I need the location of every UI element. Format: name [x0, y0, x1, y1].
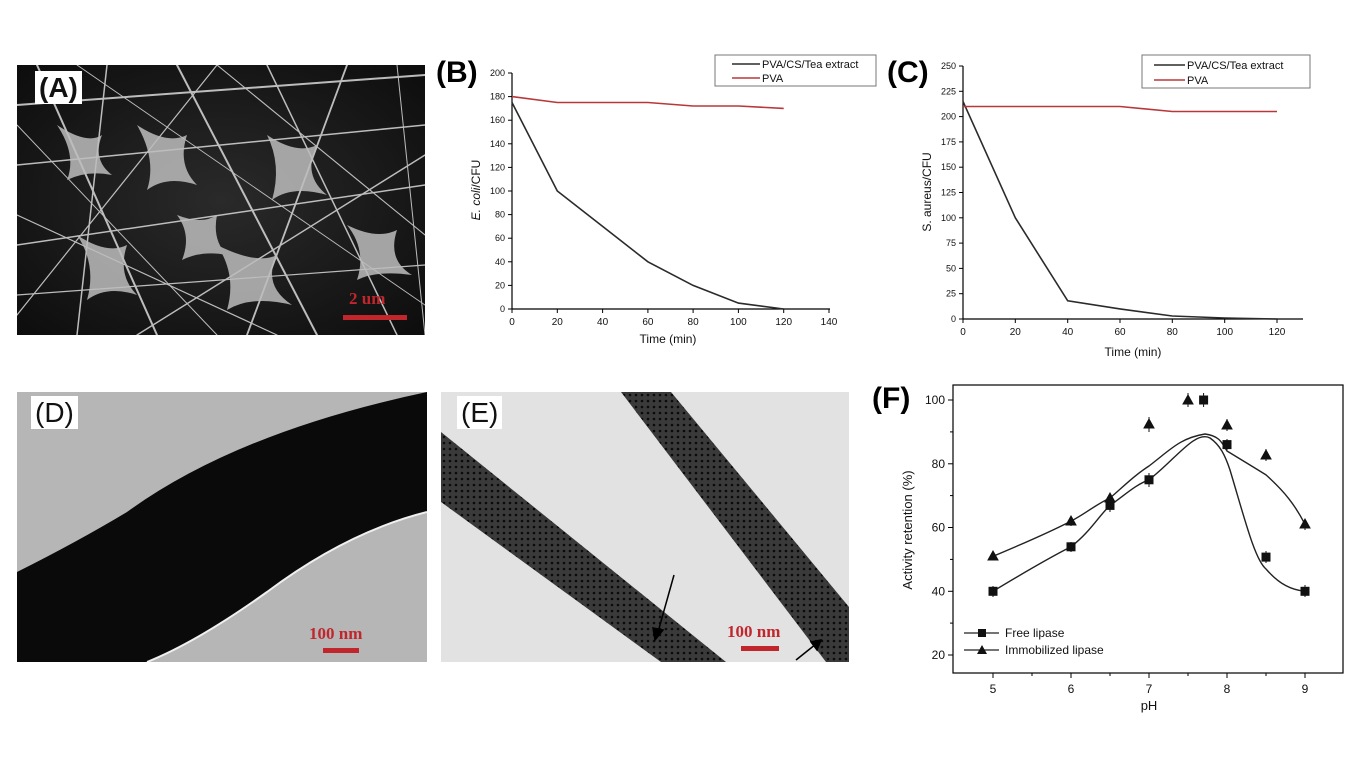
chart-c-y-label: S. aureus/CFU	[920, 152, 934, 231]
chart-b-x-ticks: 0 20 40 60 80 100 120 140	[509, 309, 838, 328]
panel-c-label: (C)	[887, 56, 929, 89]
svg-text:100: 100	[1216, 327, 1233, 338]
panel-a-scale-bar	[343, 315, 407, 320]
sem-fiber-network	[17, 65, 425, 335]
svg-text:8: 8	[1224, 682, 1231, 696]
chart-c-series-pva	[963, 105, 1277, 113]
svg-text:120: 120	[490, 162, 505, 172]
svg-text:0: 0	[951, 314, 956, 324]
svg-text:50: 50	[946, 263, 956, 273]
chart-c-legend-tea-extract: PVA/CS/Tea extract	[1187, 60, 1283, 72]
svg-text:60: 60	[932, 521, 946, 535]
tem-fiber-porous	[441, 392, 849, 662]
svg-text:6: 6	[1068, 682, 1075, 696]
svg-text:100: 100	[925, 393, 945, 407]
chart-c-legend-pva: PVA	[1187, 75, 1209, 87]
chart-c-y-ticks: 0 25 50 75 100 125 150 175 200 225 250	[941, 61, 963, 324]
svg-text:40: 40	[495, 257, 505, 267]
chart-c-x-label: Time (min)	[1105, 345, 1162, 359]
svg-text:60: 60	[642, 317, 654, 328]
svg-text:150: 150	[941, 162, 956, 172]
svg-text:100: 100	[730, 317, 747, 328]
chart-f-legend-immobilized: Immobilized lipase	[1005, 643, 1104, 657]
svg-text:0: 0	[500, 304, 505, 314]
svg-text:20: 20	[1010, 327, 1022, 338]
svg-text:100: 100	[941, 213, 956, 223]
chart-c-legend: PVA/CS/Tea extract PVA	[1141, 54, 1311, 89]
panel-a-sem-image: (A) 2 um	[17, 65, 425, 335]
svg-text:60: 60	[495, 233, 505, 243]
panel-f-label: (F)	[872, 382, 911, 415]
chart-c-x-ticks: 0 20 40 60 80 100 120	[960, 319, 1286, 338]
panel-d-label: (D)	[31, 396, 78, 430]
svg-text:250: 250	[941, 61, 956, 71]
panel-e-label: (E)	[457, 396, 503, 430]
chart-f-series-immobilized	[992, 433, 1306, 557]
tem-fiber-solid	[17, 392, 427, 662]
chart-f-y-ticks: 20 40 60 80 100	[925, 393, 953, 662]
svg-text:100: 100	[490, 186, 505, 196]
svg-text:125: 125	[941, 188, 956, 198]
panel-e-scale-text: 100 nm	[727, 622, 781, 641]
chart-b-series-tea-extract	[511, 102, 784, 310]
chart-f-markers-free	[988, 393, 1310, 597]
svg-text:140: 140	[821, 317, 838, 328]
svg-text:20: 20	[495, 280, 505, 290]
svg-text:200: 200	[941, 112, 956, 122]
chart-f-series-free	[992, 435, 1306, 592]
chart-c: 0 25 50 75 100 125 150 175 200 225 250 0…	[920, 54, 1311, 359]
svg-text:5: 5	[990, 682, 997, 696]
panel-d-tem-image: (D) 100 nm	[17, 392, 427, 662]
chart-b-legend-tea-extract: PVA/CS/Tea extract	[762, 59, 858, 71]
svg-text:20: 20	[932, 648, 946, 662]
svg-text:180: 180	[490, 92, 505, 102]
svg-text:40: 40	[932, 584, 946, 598]
chart-f-legend: Free lipase Immobilized lipase	[964, 626, 1104, 657]
svg-text:20: 20	[552, 317, 564, 328]
chart-f-x-ticks: 5 6 7 8 9	[990, 673, 1309, 696]
svg-text:140: 140	[490, 139, 505, 149]
svg-text:120: 120	[775, 317, 792, 328]
svg-text:0: 0	[960, 327, 966, 338]
chart-c-series-tea-extract	[962, 101, 1278, 320]
svg-text:80: 80	[495, 210, 505, 220]
panel-e-scale-bar	[741, 646, 779, 651]
svg-text:7: 7	[1146, 682, 1153, 696]
panel-e-tem-image: (E) 100 nm	[441, 392, 849, 662]
svg-text:80: 80	[688, 317, 700, 328]
svg-text:40: 40	[597, 317, 609, 328]
panel-a-scale-text: 2 um	[349, 289, 386, 308]
chart-f-frame	[952, 384, 1344, 674]
svg-text:80: 80	[1167, 327, 1179, 338]
chart-f-y-label: Activity retention (%)	[900, 470, 915, 589]
panel-d-scale-text: 100 nm	[309, 624, 363, 643]
panel-d-scale-bar	[323, 648, 359, 653]
chart-b-legend: PVA/CS/Tea extract PVA	[714, 54, 877, 87]
svg-text:60: 60	[1114, 327, 1126, 338]
chart-b-y-ticks: 0 20 40 60 80 100 120 140 160 180 200	[490, 68, 512, 314]
chart-b-y-label: E. coli/CFU	[469, 160, 483, 221]
svg-text:25: 25	[946, 289, 956, 299]
panel-a-label: (A)	[35, 71, 82, 105]
svg-text:80: 80	[932, 457, 946, 471]
svg-text:40: 40	[1062, 327, 1074, 338]
svg-text:200: 200	[490, 68, 505, 78]
svg-text:9: 9	[1302, 682, 1309, 696]
chart-f-markers-immobilized	[987, 393, 1311, 561]
svg-text:120: 120	[1269, 327, 1286, 338]
panel-b-label: (B)	[436, 56, 478, 89]
svg-text:175: 175	[941, 137, 956, 147]
chart-f-x-label: pH	[1141, 698, 1158, 713]
svg-text:225: 225	[941, 86, 956, 96]
svg-text:160: 160	[490, 115, 505, 125]
chart-b-series-pva	[511, 95, 784, 110]
chart-b-legend-pva: PVA	[762, 73, 784, 85]
chart-f-legend-free: Free lipase	[1005, 626, 1065, 640]
svg-text:0: 0	[509, 317, 515, 328]
svg-text:75: 75	[946, 238, 956, 248]
arrow-icons	[652, 574, 823, 661]
chart-b-x-label: Time (min)	[640, 332, 697, 346]
chart-b: 0 20 40 60 80 100 120 140 160 180 200 0 …	[469, 54, 877, 346]
